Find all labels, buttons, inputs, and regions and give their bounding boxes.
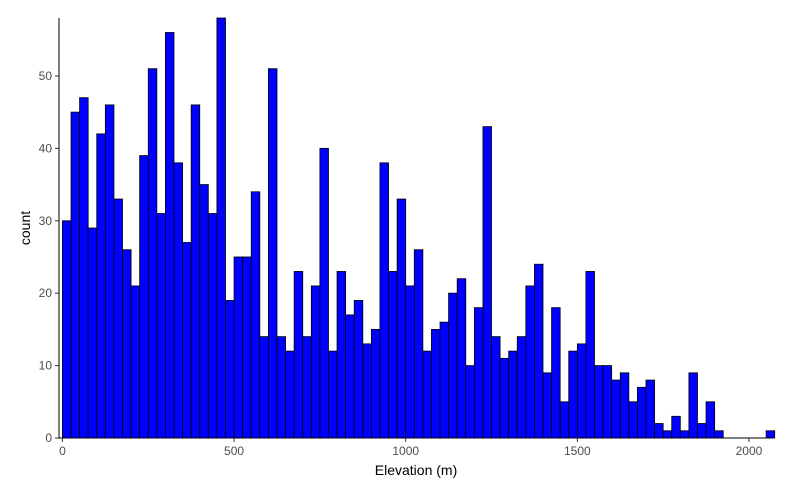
histogram-bar (765, 430, 776, 439)
histogram-bar (542, 372, 552, 439)
histogram-bar (130, 285, 141, 439)
histogram-bar (422, 350, 432, 439)
x-tick-label: 0 (59, 444, 66, 458)
histogram-bar (267, 68, 278, 439)
histogram-bar (405, 285, 415, 439)
histogram-bar (139, 155, 149, 439)
y-tick-label: 30 (39, 214, 53, 228)
x-tick-label: 1000 (392, 444, 419, 458)
y-tick-label: 50 (39, 69, 53, 83)
histogram-bar (482, 126, 492, 439)
histogram-bar (259, 336, 269, 439)
histogram-bar (628, 401, 638, 439)
bars-group (62, 17, 776, 439)
histogram-bar (104, 104, 115, 439)
x-axis-ticks: 0 500 1000 1500 2000 (59, 438, 763, 458)
histogram-bar (576, 343, 587, 439)
histogram-bar (328, 350, 338, 439)
histogram-bar (182, 242, 192, 439)
histogram-bar (697, 423, 707, 439)
histogram-bar (448, 292, 458, 439)
histogram-bar (370, 328, 381, 439)
histogram-bar (293, 271, 304, 439)
histogram-bar (594, 365, 604, 439)
y-axis-ticks: 0 10 20 30 40 50 (39, 69, 59, 445)
x-tick-label: 1500 (564, 444, 591, 458)
x-tick-label: 2000 (736, 444, 763, 458)
histogram-bar (534, 263, 544, 439)
histogram-bar (645, 379, 655, 439)
histogram-bar (113, 198, 123, 439)
histogram-bar (714, 430, 724, 439)
histogram-bar (516, 336, 527, 439)
histogram-bar (62, 220, 72, 439)
histogram-bar (353, 300, 364, 439)
y-tick-label: 0 (45, 431, 52, 445)
histogram-bar (705, 401, 716, 439)
histogram-bar (654, 423, 664, 439)
histogram-bar (491, 336, 501, 439)
histogram-bar (637, 386, 647, 439)
y-tick-label: 10 (39, 359, 53, 373)
y-axis-title: count (17, 211, 33, 245)
histogram-bar (345, 314, 355, 439)
histogram-bar (96, 133, 106, 439)
histogram-bar (276, 336, 286, 439)
y-tick-label: 20 (39, 286, 53, 300)
histogram-bar (413, 249, 424, 439)
histogram-bar (302, 336, 312, 439)
histogram-bar (147, 68, 158, 439)
histogram-bar (199, 184, 209, 439)
histogram-bar (310, 285, 321, 439)
histogram-bar (585, 271, 595, 439)
histogram-bar (225, 300, 235, 439)
histogram-bar (619, 372, 630, 439)
histogram-bar (499, 357, 510, 439)
histogram-bar (250, 191, 261, 439)
histogram-bar (508, 350, 518, 439)
histogram-bar (216, 17, 226, 439)
y-tick-label: 40 (39, 141, 53, 155)
histogram-bar (122, 249, 132, 439)
histogram-bar (551, 307, 561, 439)
histogram-bar (662, 430, 673, 439)
histogram-bar (242, 256, 252, 439)
histogram-bar (233, 256, 244, 439)
histogram-bar (568, 350, 578, 439)
histogram-bar (79, 97, 89, 439)
histogram-bar (156, 213, 166, 439)
histogram-bar (336, 271, 347, 439)
x-axis-title: Elevation (m) (375, 462, 457, 478)
histogram-bar (362, 343, 372, 439)
histogram-bar (679, 430, 690, 439)
histogram-bar (388, 271, 398, 439)
histogram-bar (611, 379, 621, 439)
histogram-bar (465, 365, 475, 439)
histogram-bar (207, 213, 218, 439)
histogram-bar (87, 227, 98, 439)
histogram-bar (70, 111, 80, 439)
histogram-bar (396, 198, 407, 439)
histogram-bar (456, 278, 467, 439)
histogram-bar (379, 162, 389, 439)
histogram-bar (173, 162, 183, 439)
histogram-bar (165, 32, 175, 439)
histogram-bar (473, 307, 484, 439)
histogram-bar (559, 401, 570, 439)
histogram-bar (439, 321, 450, 439)
histogram-bar (431, 328, 441, 439)
histogram-bar (602, 365, 613, 439)
x-tick-label: 500 (224, 444, 244, 458)
histogram-bar (285, 350, 295, 439)
histogram-bar (190, 104, 201, 439)
histogram-bar (525, 285, 535, 439)
histogram-bar (671, 415, 681, 439)
histogram-bar (688, 372, 698, 439)
histogram-bar (319, 147, 329, 439)
